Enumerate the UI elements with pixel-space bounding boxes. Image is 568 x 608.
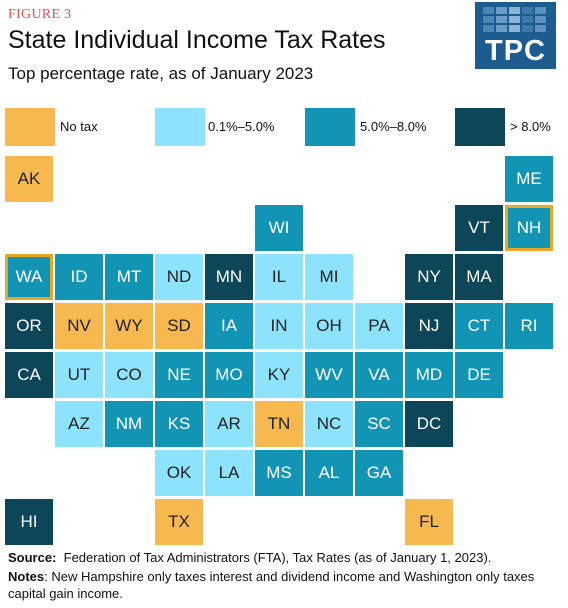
state-tile-sd: SD bbox=[155, 303, 203, 349]
state-tile-ia: IA bbox=[205, 303, 253, 349]
state-tile-de: DE bbox=[455, 352, 503, 398]
source-label: Source: bbox=[8, 550, 57, 565]
state-tile-al: AL bbox=[305, 450, 353, 496]
state-tile-ma: MA bbox=[455, 254, 503, 300]
state-tile-in: IN bbox=[255, 303, 303, 349]
state-tile-nh: NH bbox=[505, 205, 553, 251]
chart-title: State Individual Income Tax Rates bbox=[8, 26, 386, 54]
state-tile-ks: KS bbox=[155, 401, 203, 447]
state-tile-dc: DC bbox=[405, 401, 453, 447]
state-tile-ky: KY bbox=[255, 352, 303, 398]
state-tile-or: OR bbox=[5, 303, 53, 349]
state-tile-co: CO bbox=[105, 352, 153, 398]
tpc-logo: TPC bbox=[475, 2, 556, 69]
state-tile-ne: NE bbox=[155, 352, 203, 398]
source-note: Source: Federation of Tax Administrators… bbox=[8, 549, 564, 566]
state-tile-me: ME bbox=[505, 156, 553, 202]
state-tile-mn: MN bbox=[205, 254, 253, 300]
state-tile-wa: WA bbox=[5, 254, 53, 300]
logo-square bbox=[509, 7, 520, 14]
legend-swatch-mid bbox=[305, 108, 355, 146]
state-tile-fl: FL bbox=[405, 499, 453, 545]
state-tile-ny: NY bbox=[405, 254, 453, 300]
legend-label-none: No tax bbox=[60, 119, 98, 134]
logo-square bbox=[535, 25, 546, 32]
state-tile-ri: RI bbox=[505, 303, 553, 349]
logo-square bbox=[509, 25, 520, 32]
state-tile-ms: MS bbox=[255, 450, 303, 496]
legend-label-mid: 5.0%–8.0% bbox=[360, 119, 427, 134]
notes: Notes: New Hampshire only taxes interest… bbox=[8, 568, 564, 602]
state-tile-hi: HI bbox=[5, 499, 53, 545]
logo-square bbox=[496, 7, 507, 14]
logo-square bbox=[535, 7, 546, 14]
state-tile-ga: GA bbox=[355, 450, 403, 496]
state-tile-va: VA bbox=[355, 352, 403, 398]
logo-square bbox=[522, 16, 533, 23]
state-tile-md: MD bbox=[405, 352, 453, 398]
state-tile-la: LA bbox=[205, 450, 253, 496]
legend-label-low: 0.1%–5.0% bbox=[208, 119, 275, 134]
logo-grid-icon bbox=[483, 7, 548, 34]
state-tile-mi: MI bbox=[305, 254, 353, 300]
logo-square bbox=[522, 7, 533, 14]
state-tile-ak: AK bbox=[5, 156, 53, 202]
logo-text: TPC bbox=[485, 35, 546, 67]
state-tile-tx: TX bbox=[155, 499, 203, 545]
legend-label-high: > 8.0% bbox=[510, 119, 551, 134]
state-tile-wv: WV bbox=[305, 352, 353, 398]
logo-square bbox=[483, 16, 494, 23]
state-tile-nm: NM bbox=[105, 401, 153, 447]
state-tile-ct: CT bbox=[455, 303, 503, 349]
state-tile-il: IL bbox=[255, 254, 303, 300]
state-tile-wi: WI bbox=[255, 205, 303, 251]
legend-swatch-none bbox=[5, 108, 55, 146]
state-tile-az: AZ bbox=[55, 401, 103, 447]
chart-subtitle: Top percentage rate, as of January 2023 bbox=[8, 64, 314, 83]
state-tile-pa: PA bbox=[355, 303, 403, 349]
logo-square bbox=[535, 16, 546, 23]
state-tile-id: ID bbox=[55, 254, 103, 300]
state-tile-ar: AR bbox=[205, 401, 253, 447]
logo-square bbox=[483, 25, 494, 32]
state-tile-nv: NV bbox=[55, 303, 103, 349]
figure-label: FIGURE 3 bbox=[8, 7, 72, 22]
state-tile-wy: WY bbox=[105, 303, 153, 349]
logo-square bbox=[509, 16, 520, 23]
state-tile-nj: NJ bbox=[405, 303, 453, 349]
logo-square bbox=[522, 25, 533, 32]
logo-square bbox=[496, 25, 507, 32]
state-tile-nd: ND bbox=[155, 254, 203, 300]
logo-square bbox=[483, 7, 494, 14]
state-tile-tn: TN bbox=[255, 401, 303, 447]
state-tile-ok: OK bbox=[155, 450, 203, 496]
state-tile-ut: UT bbox=[55, 352, 103, 398]
state-tile-oh: OH bbox=[305, 303, 353, 349]
state-tile-sc: SC bbox=[355, 401, 403, 447]
notes-label: Notes bbox=[8, 569, 45, 584]
state-tile-mt: MT bbox=[105, 254, 153, 300]
state-tile-ca: CA bbox=[5, 352, 53, 398]
legend-swatch-high bbox=[455, 108, 505, 146]
source-text: Federation of Tax Administrators (FTA), … bbox=[63, 550, 492, 565]
notes-text: : New Hampshire only taxes interest and … bbox=[8, 569, 535, 601]
legend-swatch-low bbox=[155, 108, 205, 146]
state-tile-vt: VT bbox=[455, 205, 503, 251]
logo-square bbox=[496, 16, 507, 23]
state-tile-nc: NC bbox=[305, 401, 353, 447]
state-tile-mo: MO bbox=[205, 352, 253, 398]
